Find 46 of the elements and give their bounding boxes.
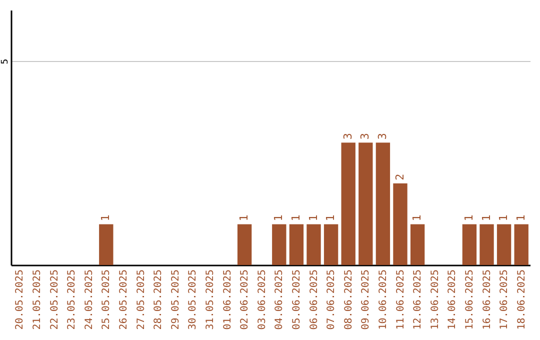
data-label: 1: [99, 214, 112, 222]
data-label: 1: [272, 214, 286, 222]
x-tick-label: 21.05.2025: [32, 270, 43, 330]
x-tick-label: 16.06.2025: [482, 270, 493, 330]
x-tick-label: 02.06.2025: [240, 270, 251, 330]
y-tick-label: 5: [0, 58, 10, 64]
data-label: 1: [238, 214, 251, 222]
x-tick-label: 22.05.2025: [49, 270, 60, 330]
x-tick-label: 12.06.2025: [412, 270, 424, 330]
data-label: 2: [393, 174, 406, 180]
x-tick-label: 24.05.2025: [84, 270, 95, 330]
data-label: 1: [497, 214, 510, 222]
x-tick-label: 20.05.2025: [14, 270, 26, 330]
x-tick-label: 13.06.2025: [430, 270, 441, 330]
x-tick-label: 25.05.2025: [101, 270, 112, 330]
x-tick-label: 27.05.2025: [136, 270, 147, 330]
x-tick-label: 04.06.2025: [274, 270, 286, 330]
x-tick-label: 17.06.2025: [499, 270, 510, 330]
data-label: 1: [462, 214, 476, 222]
x-tick-label: 30.05.2025: [188, 270, 199, 330]
x-tick-label: 18.06.2025: [516, 270, 528, 330]
x-tick-label: 10.06.2025: [378, 270, 389, 330]
x-tick-label: 14.06.2025: [447, 270, 458, 330]
data-label: 3: [341, 132, 354, 140]
x-tick-label: 11.06.2025: [395, 270, 406, 330]
x-tick-label: 08.06.2025: [343, 270, 354, 330]
x-tick-label: 07.06.2025: [326, 270, 338, 330]
x-tick-label: 06.06.2025: [308, 270, 320, 330]
x-tick-label: 03.06.2025: [256, 270, 268, 330]
data-label: 1: [514, 214, 528, 222]
x-tick-label: 26.05.2025: [118, 270, 130, 330]
x-tick-label: 01.06.2025: [222, 270, 234, 330]
x-tick-label: 15.06.2025: [464, 270, 476, 330]
data-label: 1: [289, 214, 302, 222]
data-label: 3: [358, 132, 372, 140]
data-label: 3: [376, 132, 389, 140]
x-tick-label: 28.05.2025: [153, 270, 164, 330]
x-tick-label: 31.05.2025: [204, 270, 216, 330]
x-tick-label: 09.06.2025: [360, 270, 372, 330]
x-tick-label: 05.06.2025: [291, 270, 302, 330]
data-label: 1: [480, 214, 493, 222]
data-label: 1: [306, 214, 320, 222]
data-label: 1: [410, 214, 424, 222]
x-tick-label: 29.05.2025: [170, 270, 182, 330]
x-tick-label: 23.05.2025: [66, 270, 78, 330]
data-label: 1: [324, 214, 338, 222]
